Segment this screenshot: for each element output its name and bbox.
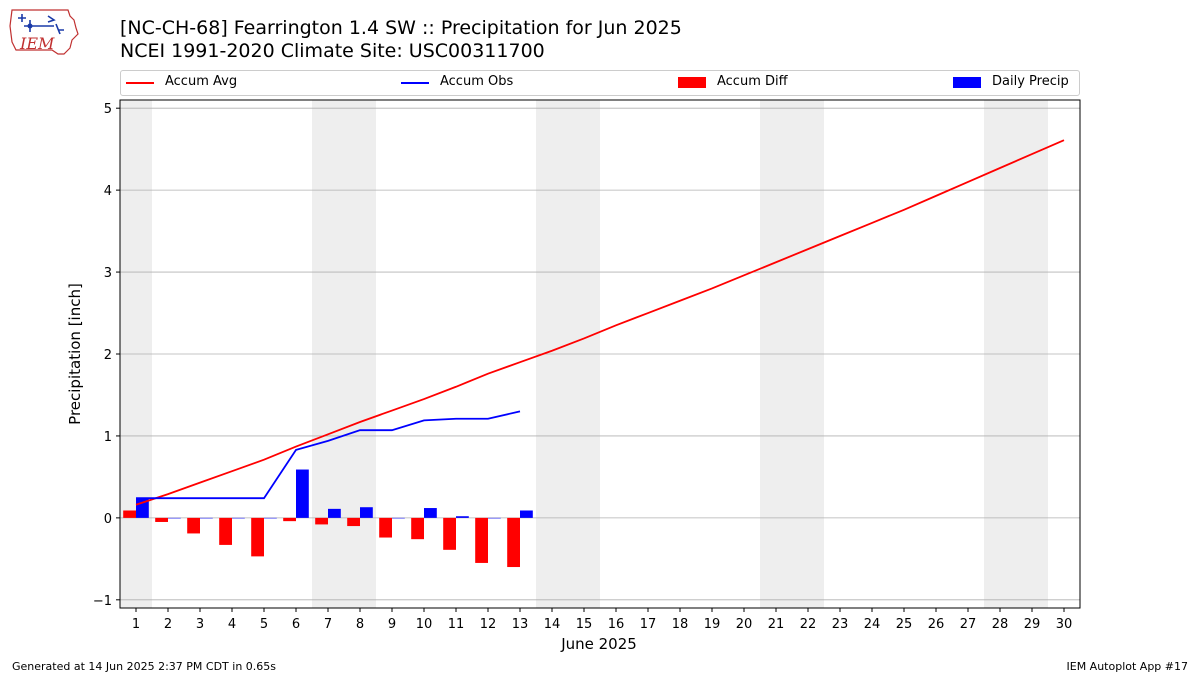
x-tick-label-24: 24 <box>864 617 881 632</box>
x-tick-labels: 1 2 3 4 5 6 7 8 9 10 11 12 13 14 15 16 17 18 19 20 21 22 23 24 2… <box>132 608 1072 632</box>
y-axis-label: Precipitation [inch] <box>66 283 84 425</box>
legend-swatch-daily-precip <box>953 77 981 88</box>
iem-logo: IEM <box>9 9 79 55</box>
y-tick-labels: −1 0 1 2 3 4 5 <box>93 102 120 609</box>
legend-item-daily-precip: Daily Precip <box>953 74 1079 92</box>
legend-label-daily-precip: Daily Precip <box>992 74 1069 89</box>
footer-generated: Generated at 14 Jun 2025 2:37 PM CDT in … <box>12 660 277 673</box>
x-tick-label-21: 21 <box>768 617 785 632</box>
x-tick-label-13: 13 <box>512 617 529 632</box>
x-tick-label-25: 25 <box>896 617 913 632</box>
daily-precip-bar-11 <box>456 516 469 518</box>
legend: Accum Avg Accum Obs Accum Diff Daily Pre… <box>120 70 1080 96</box>
x-tick-label-29: 29 <box>1024 617 1041 632</box>
legend-swatch-accum-avg <box>126 82 154 84</box>
x-tick-label-22: 22 <box>800 617 817 632</box>
x-tick-label-9: 9 <box>388 617 396 632</box>
x-tick-label-28: 28 <box>992 617 1009 632</box>
x-tick-label-2: 2 <box>164 617 172 632</box>
x-tick-label-10: 10 <box>416 617 433 632</box>
legend-item-accum-avg: Accum Avg <box>126 74 276 92</box>
daily-precip-bar-10 <box>424 508 437 518</box>
accum-diff-bar-8 <box>347 517 360 527</box>
y-tick-label-4: 4 <box>104 184 112 199</box>
accum-diff-bar-5 <box>251 517 264 557</box>
y-gridlines <box>120 107 1080 601</box>
footer-app: IEM Autoplot App #17 <box>1066 660 1189 673</box>
y-tick-label-1: 1 <box>104 430 112 445</box>
bars <box>123 469 533 568</box>
x-tick-label-14: 14 <box>544 617 561 632</box>
x-tick-label-1: 1 <box>132 617 140 632</box>
x-tick-label-18: 18 <box>672 617 689 632</box>
x-tick-label-16: 16 <box>608 617 625 632</box>
accum-diff-bar-12 <box>475 517 488 563</box>
x-tick-label-20: 20 <box>736 617 753 632</box>
daily-precip-bar-6 <box>296 469 309 518</box>
accum-diff-bar-2 <box>155 517 168 522</box>
series-lines <box>135 139 1065 506</box>
accum-diff-bar-1 <box>123 510 136 518</box>
x-tick-label-26: 26 <box>928 617 945 632</box>
accum-diff-bar-13 <box>507 517 520 568</box>
legend-item-accum-obs: Accum Obs <box>401 74 551 92</box>
daily-precip-bar-7 <box>328 508 341 518</box>
accum-avg-line <box>135 139 1065 506</box>
daily-precip-bar-13 <box>520 510 533 518</box>
daily-precip-bar-9 <box>392 517 405 519</box>
y-tick-label-3: 3 <box>104 266 112 281</box>
daily-precip-bar-4 <box>232 517 245 519</box>
x-tick-label-30: 30 <box>1056 617 1073 632</box>
x-tick-label-17: 17 <box>640 617 657 632</box>
accum-diff-bar-6 <box>283 517 296 522</box>
x-tick-label-8: 8 <box>356 617 364 632</box>
x-tick-label-3: 3 <box>196 617 204 632</box>
legend-item-accum-diff: Accum Diff <box>678 74 828 92</box>
accum-diff-bar-7 <box>315 517 328 525</box>
legend-swatch-accum-diff <box>678 77 706 88</box>
x-axis-label: June 2025 <box>560 635 637 653</box>
daily-precip-bar-12 <box>488 517 501 519</box>
legend-label-accum-diff: Accum Diff <box>717 74 788 89</box>
y-tick-label-5: 5 <box>104 102 112 117</box>
daily-precip-bar-3 <box>200 517 213 519</box>
x-tick-label-19: 19 <box>704 617 721 632</box>
accum-diff-bar-11 <box>443 517 456 550</box>
logo-text: IEM <box>19 34 55 53</box>
accum-obs-line <box>136 410 521 500</box>
accum-diff-bar-4 <box>219 517 232 545</box>
daily-precip-bar-8 <box>360 507 373 518</box>
accum-diff-bar-9 <box>379 517 392 538</box>
accum-diff-bar-10 <box>411 517 424 540</box>
y-tick-label--1: −1 <box>93 594 112 609</box>
x-tick-label-7: 7 <box>324 617 332 632</box>
chart-subtitle: NCEI 1991-2020 Climate Site: USC00311700 <box>120 40 545 62</box>
x-tick-label-23: 23 <box>832 617 849 632</box>
x-tick-label-6: 6 <box>292 617 300 632</box>
daily-precip-bar-5 <box>264 517 277 519</box>
x-tick-label-4: 4 <box>228 617 236 632</box>
legend-label-accum-obs: Accum Obs <box>440 74 514 89</box>
chart-title: [NC-CH-68] Fearrington 1.4 SW :: Precipi… <box>120 17 682 39</box>
x-tick-label-11: 11 <box>448 617 465 632</box>
x-tick-label-15: 15 <box>576 617 593 632</box>
legend-label-accum-avg: Accum Avg <box>165 74 238 89</box>
x-tick-label-27: 27 <box>960 617 977 632</box>
accum-diff-bar-3 <box>187 517 200 534</box>
x-tick-label-12: 12 <box>480 617 497 632</box>
x-tick-label-5: 5 <box>260 617 268 632</box>
y-tick-label-2: 2 <box>104 348 112 363</box>
daily-precip-bar-2 <box>168 517 181 519</box>
y-tick-label-0: 0 <box>104 512 112 527</box>
legend-swatch-accum-obs <box>401 82 429 84</box>
